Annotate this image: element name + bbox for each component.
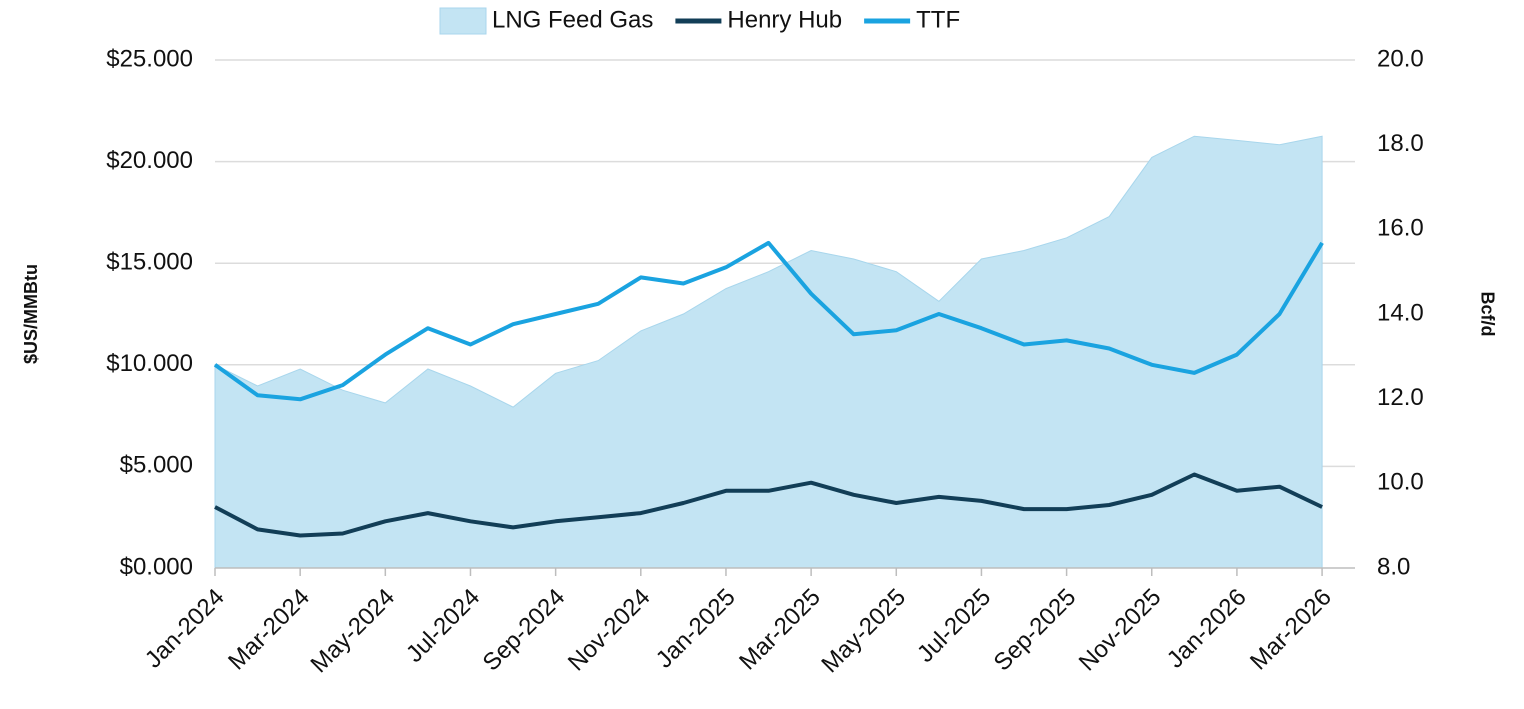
x-tick-label: Mar-2026 (1245, 584, 1337, 676)
y-axis-label: $US/MMBtu (21, 264, 41, 364)
y2-tick-label: 10.0 (1377, 469, 1424, 496)
y-tick-label: $20.000 (106, 147, 193, 174)
legend-label: TTF (916, 6, 960, 33)
x-tick-label: Mar-2024 (223, 584, 315, 676)
x-tick-label: May-2025 (816, 584, 911, 679)
y2-tick-label: 14.0 (1377, 299, 1424, 326)
x-tick-label: Sep-2025 (989, 584, 1082, 677)
y2-tick-label: 20.0 (1377, 45, 1424, 72)
area (214, 135, 1323, 569)
legend-label: LNG Feed Gas (492, 6, 653, 33)
x-tick-label: Jan-2025 (651, 584, 741, 674)
y2-tick-label: 12.0 (1377, 384, 1424, 411)
x-tick-label: May-2024 (305, 584, 400, 679)
x-tick-label: Sep-2024 (478, 584, 571, 677)
y2-tick-label: 8.0 (1377, 553, 1410, 580)
x-tick-label: Mar-2025 (734, 584, 826, 676)
y2-tick-label: 16.0 (1377, 215, 1424, 242)
x-tick-label: Nov-2025 (1074, 584, 1167, 677)
y2-tick-label: 18.0 (1377, 130, 1424, 157)
legend-label: Henry Hub (727, 6, 842, 33)
y-tick-label: $25.000 (106, 45, 193, 72)
line (214, 472, 1323, 538)
x-tick-label: Nov-2024 (563, 584, 656, 677)
y-tick-label: $5.000 (120, 452, 193, 479)
x-tick-label: Jul-2025 (912, 584, 996, 668)
legend-swatch (439, 7, 487, 35)
x-tick-label: Jan-2024 (140, 584, 230, 674)
line (213, 240, 1324, 402)
y-tick-label: $0.000 (120, 553, 193, 580)
y2-axis-label: Bcf/d (1477, 292, 1497, 337)
y-tick-label: $15.000 (106, 249, 193, 276)
y-tick-label: $10.000 (106, 350, 193, 377)
x-tick-label: Jul-2024 (401, 584, 485, 668)
x-tick-label: Jan-2026 (1162, 584, 1252, 674)
